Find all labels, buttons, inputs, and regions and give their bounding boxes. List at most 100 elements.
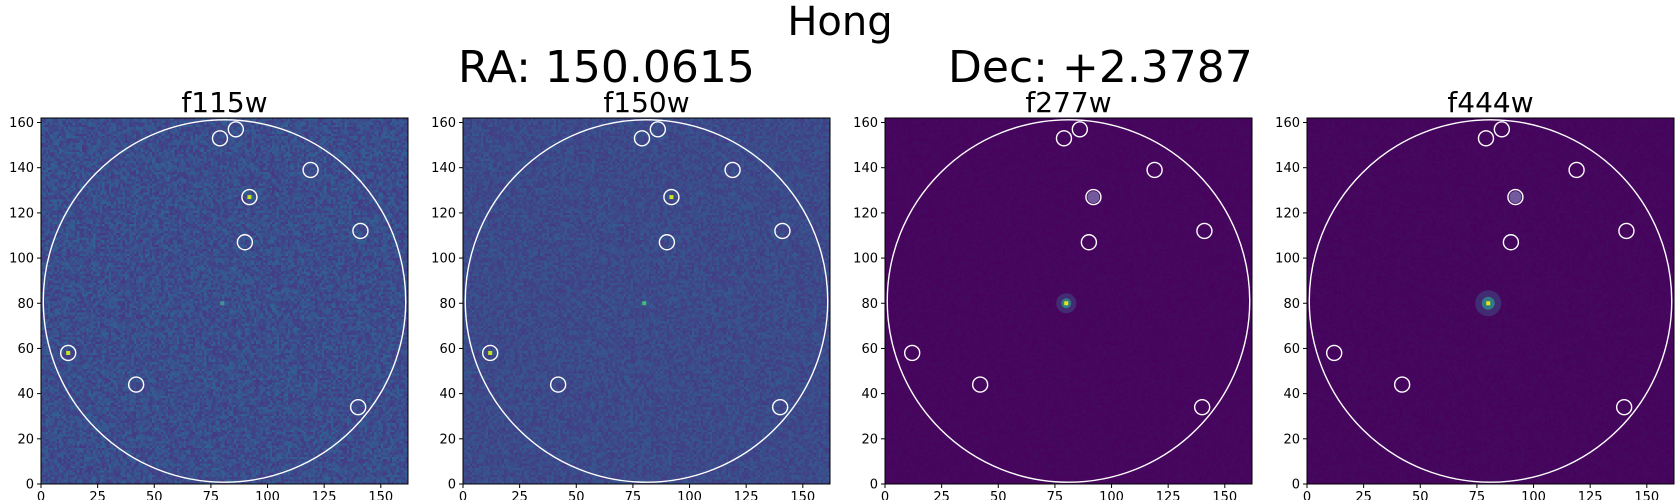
marker-circle bbox=[1618, 222, 1635, 240]
y-tick-label: 160 bbox=[1275, 116, 1300, 131]
panel-title: f115w bbox=[181, 86, 267, 119]
marker-source bbox=[1509, 191, 1522, 204]
y-tick-label: 120 bbox=[9, 206, 34, 221]
aperture-circle bbox=[1308, 119, 1673, 483]
marker-circle bbox=[1493, 121, 1511, 138]
y-tick-label: 20 bbox=[861, 432, 878, 447]
marker-circle bbox=[211, 130, 229, 147]
marker-circle bbox=[1325, 344, 1343, 362]
marker-circle bbox=[1055, 130, 1073, 147]
x-tick-label: 25 bbox=[933, 490, 950, 500]
marker-circle bbox=[1071, 121, 1089, 138]
marker-circle bbox=[971, 376, 989, 393]
y-tick-label: 20 bbox=[17, 432, 34, 447]
marker-circle bbox=[127, 376, 145, 393]
dec-label: Dec: +2.3787 bbox=[948, 42, 1253, 93]
marker-circle bbox=[1146, 161, 1163, 179]
aperture-circle bbox=[464, 119, 829, 483]
aperture-circle bbox=[886, 119, 1251, 483]
panel-f277w: 0 25 50 75 100 125 150 0 20 40 60 80 100 120 140 160 f27… bbox=[853, 86, 1253, 500]
axes-frame bbox=[40, 117, 409, 485]
x-tick-label: 150 bbox=[368, 490, 393, 500]
x-tick-label: 100 bbox=[1099, 490, 1124, 500]
marker-circle bbox=[774, 222, 791, 240]
marker-circle bbox=[658, 234, 676, 251]
marker-source bbox=[247, 195, 252, 200]
marker-source bbox=[488, 350, 493, 355]
y-tick-label: 140 bbox=[1275, 161, 1300, 176]
marker-circle bbox=[1507, 188, 1524, 206]
marker-circle bbox=[649, 121, 667, 138]
y-tick-label: 160 bbox=[431, 116, 456, 131]
y-tick-label: 140 bbox=[431, 161, 456, 176]
marker-circle bbox=[241, 188, 258, 206]
panel-title: f150w bbox=[603, 86, 689, 119]
y-tick-label: 40 bbox=[861, 387, 878, 402]
y-tick-label: 60 bbox=[1283, 342, 1300, 357]
x-tick-label: 75 bbox=[203, 490, 220, 500]
marker-circle bbox=[236, 234, 254, 251]
central-source bbox=[1486, 301, 1491, 306]
panel-title: f444w bbox=[1447, 86, 1533, 119]
image-data bbox=[41, 118, 408, 484]
axes-frame bbox=[884, 117, 1253, 485]
central-source bbox=[220, 301, 225, 306]
axes-frame bbox=[1306, 117, 1675, 485]
image-data bbox=[463, 118, 830, 484]
y-tick-label: 40 bbox=[439, 387, 456, 402]
x-tick-label: 0 bbox=[459, 490, 467, 500]
y-tick-label: 140 bbox=[9, 161, 34, 176]
marker-circle bbox=[903, 344, 921, 362]
ra-label: RA: 150.0615 bbox=[458, 42, 755, 93]
marker-circle bbox=[59, 344, 77, 362]
x-tick-label: 0 bbox=[881, 490, 889, 500]
marker-circle bbox=[1085, 188, 1102, 206]
marker-source bbox=[669, 195, 674, 200]
marker-circle bbox=[349, 398, 367, 416]
x-tick-label: 50 bbox=[146, 490, 163, 500]
figure-title: Hong bbox=[787, 0, 893, 45]
y-tick-label: 120 bbox=[853, 206, 878, 221]
marker-circle bbox=[1080, 234, 1098, 251]
y-tick-label: 20 bbox=[439, 432, 456, 447]
y-tick-label: 160 bbox=[853, 116, 878, 131]
x-tick-label: 50 bbox=[1412, 490, 1429, 500]
marker-circle bbox=[1502, 234, 1520, 251]
marker-source bbox=[66, 350, 71, 355]
x-tick-label: 25 bbox=[1355, 490, 1372, 500]
marker-circle bbox=[663, 188, 680, 206]
y-tick-label: 60 bbox=[861, 342, 878, 357]
marker-circle bbox=[1615, 398, 1633, 416]
x-tick-label: 50 bbox=[990, 490, 1007, 500]
y-tick-label: 160 bbox=[9, 116, 34, 131]
x-tick-label: 150 bbox=[1212, 490, 1237, 500]
panel-f444w: 0 25 50 75 100 125 150 0 20 40 60 80 100 120 140 160 f44… bbox=[1275, 86, 1675, 500]
y-tick-label: 80 bbox=[439, 297, 456, 312]
y-tick-label: 40 bbox=[17, 387, 34, 402]
x-tick-label: 75 bbox=[625, 490, 642, 500]
marker-circle bbox=[481, 344, 499, 362]
y-tick-label: 0 bbox=[870, 478, 878, 493]
y-tick-label: 100 bbox=[9, 252, 34, 267]
marker-circle bbox=[549, 376, 567, 393]
x-tick-label: 125 bbox=[734, 490, 759, 500]
x-tick-label: 150 bbox=[790, 490, 815, 500]
y-tick-label: 60 bbox=[439, 342, 456, 357]
y-tick-label: 100 bbox=[431, 252, 456, 267]
x-tick-label: 75 bbox=[1469, 490, 1486, 500]
marker-source bbox=[1087, 191, 1100, 204]
y-tick-label: 80 bbox=[1283, 297, 1300, 312]
y-tick-label: 140 bbox=[853, 161, 878, 176]
marker-circle bbox=[1477, 130, 1495, 147]
x-tick-label: 125 bbox=[312, 490, 337, 500]
marker-circle bbox=[633, 130, 651, 147]
marker-circle bbox=[771, 398, 789, 416]
marker-circle bbox=[724, 161, 741, 179]
y-tick-label: 60 bbox=[17, 342, 34, 357]
marker-circle bbox=[352, 222, 369, 240]
x-tick-label: 125 bbox=[1156, 490, 1181, 500]
central-source bbox=[1064, 301, 1069, 306]
marker-circle bbox=[302, 161, 319, 179]
x-tick-label: 100 bbox=[1521, 490, 1546, 500]
y-tick-label: 100 bbox=[1275, 252, 1300, 267]
